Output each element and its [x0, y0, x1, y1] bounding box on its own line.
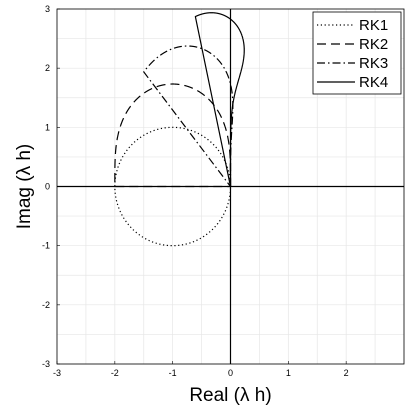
- x-tick-label: 0: [228, 368, 233, 378]
- legend-label-rk1: RK1: [359, 17, 388, 34]
- y-tick-label: -2: [42, 300, 50, 310]
- x-tick-label: 2: [344, 368, 349, 378]
- legend: RK1 RK2 RK3 RK4: [312, 11, 402, 95]
- y-tick-label: 1: [45, 122, 50, 132]
- tick-labels: -3 -2 -1 0 1 2 -3 -2 -1 0 1 2 3: [42, 4, 349, 378]
- legend-label-rk4: RK4: [359, 74, 388, 91]
- legend-label-rk2: RK2: [359, 36, 388, 53]
- x-tick-label: -2: [111, 368, 119, 378]
- y-tick-label: 0: [45, 182, 50, 192]
- x-axis-label: Real (λ h): [189, 385, 271, 406]
- y-tick-label: -1: [42, 241, 50, 251]
- y-tick-label: 3: [45, 4, 50, 14]
- y-axis-label: Imag (λ h): [14, 144, 35, 230]
- series-line-rk1: [114, 126, 232, 247]
- legend-label-rk3: RK3: [359, 55, 388, 72]
- y-tick-label: -3: [42, 359, 50, 369]
- x-tick-label: -1: [169, 368, 177, 378]
- y-tick-label: 2: [45, 63, 50, 73]
- series-line-rk4: [194, 12, 245, 188]
- x-tick-label: -3: [53, 368, 61, 378]
- x-tick-label: 1: [286, 368, 291, 378]
- stability-curves: [114, 12, 245, 247]
- series-line-rk2: [114, 83, 232, 188]
- legend-box: [312, 11, 402, 95]
